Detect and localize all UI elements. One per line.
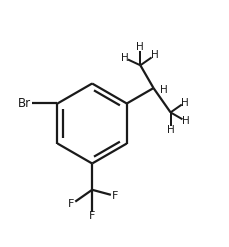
- Text: H: H: [159, 85, 167, 95]
- Text: F: F: [112, 191, 118, 201]
- Text: F: F: [68, 199, 74, 209]
- Text: H: H: [180, 98, 188, 108]
- Text: H: H: [150, 50, 158, 61]
- Text: H: H: [166, 124, 174, 135]
- Text: H: H: [120, 53, 128, 63]
- Text: H: H: [181, 116, 188, 126]
- Text: H: H: [136, 42, 144, 52]
- Text: Br: Br: [18, 97, 31, 110]
- Text: F: F: [89, 211, 95, 221]
